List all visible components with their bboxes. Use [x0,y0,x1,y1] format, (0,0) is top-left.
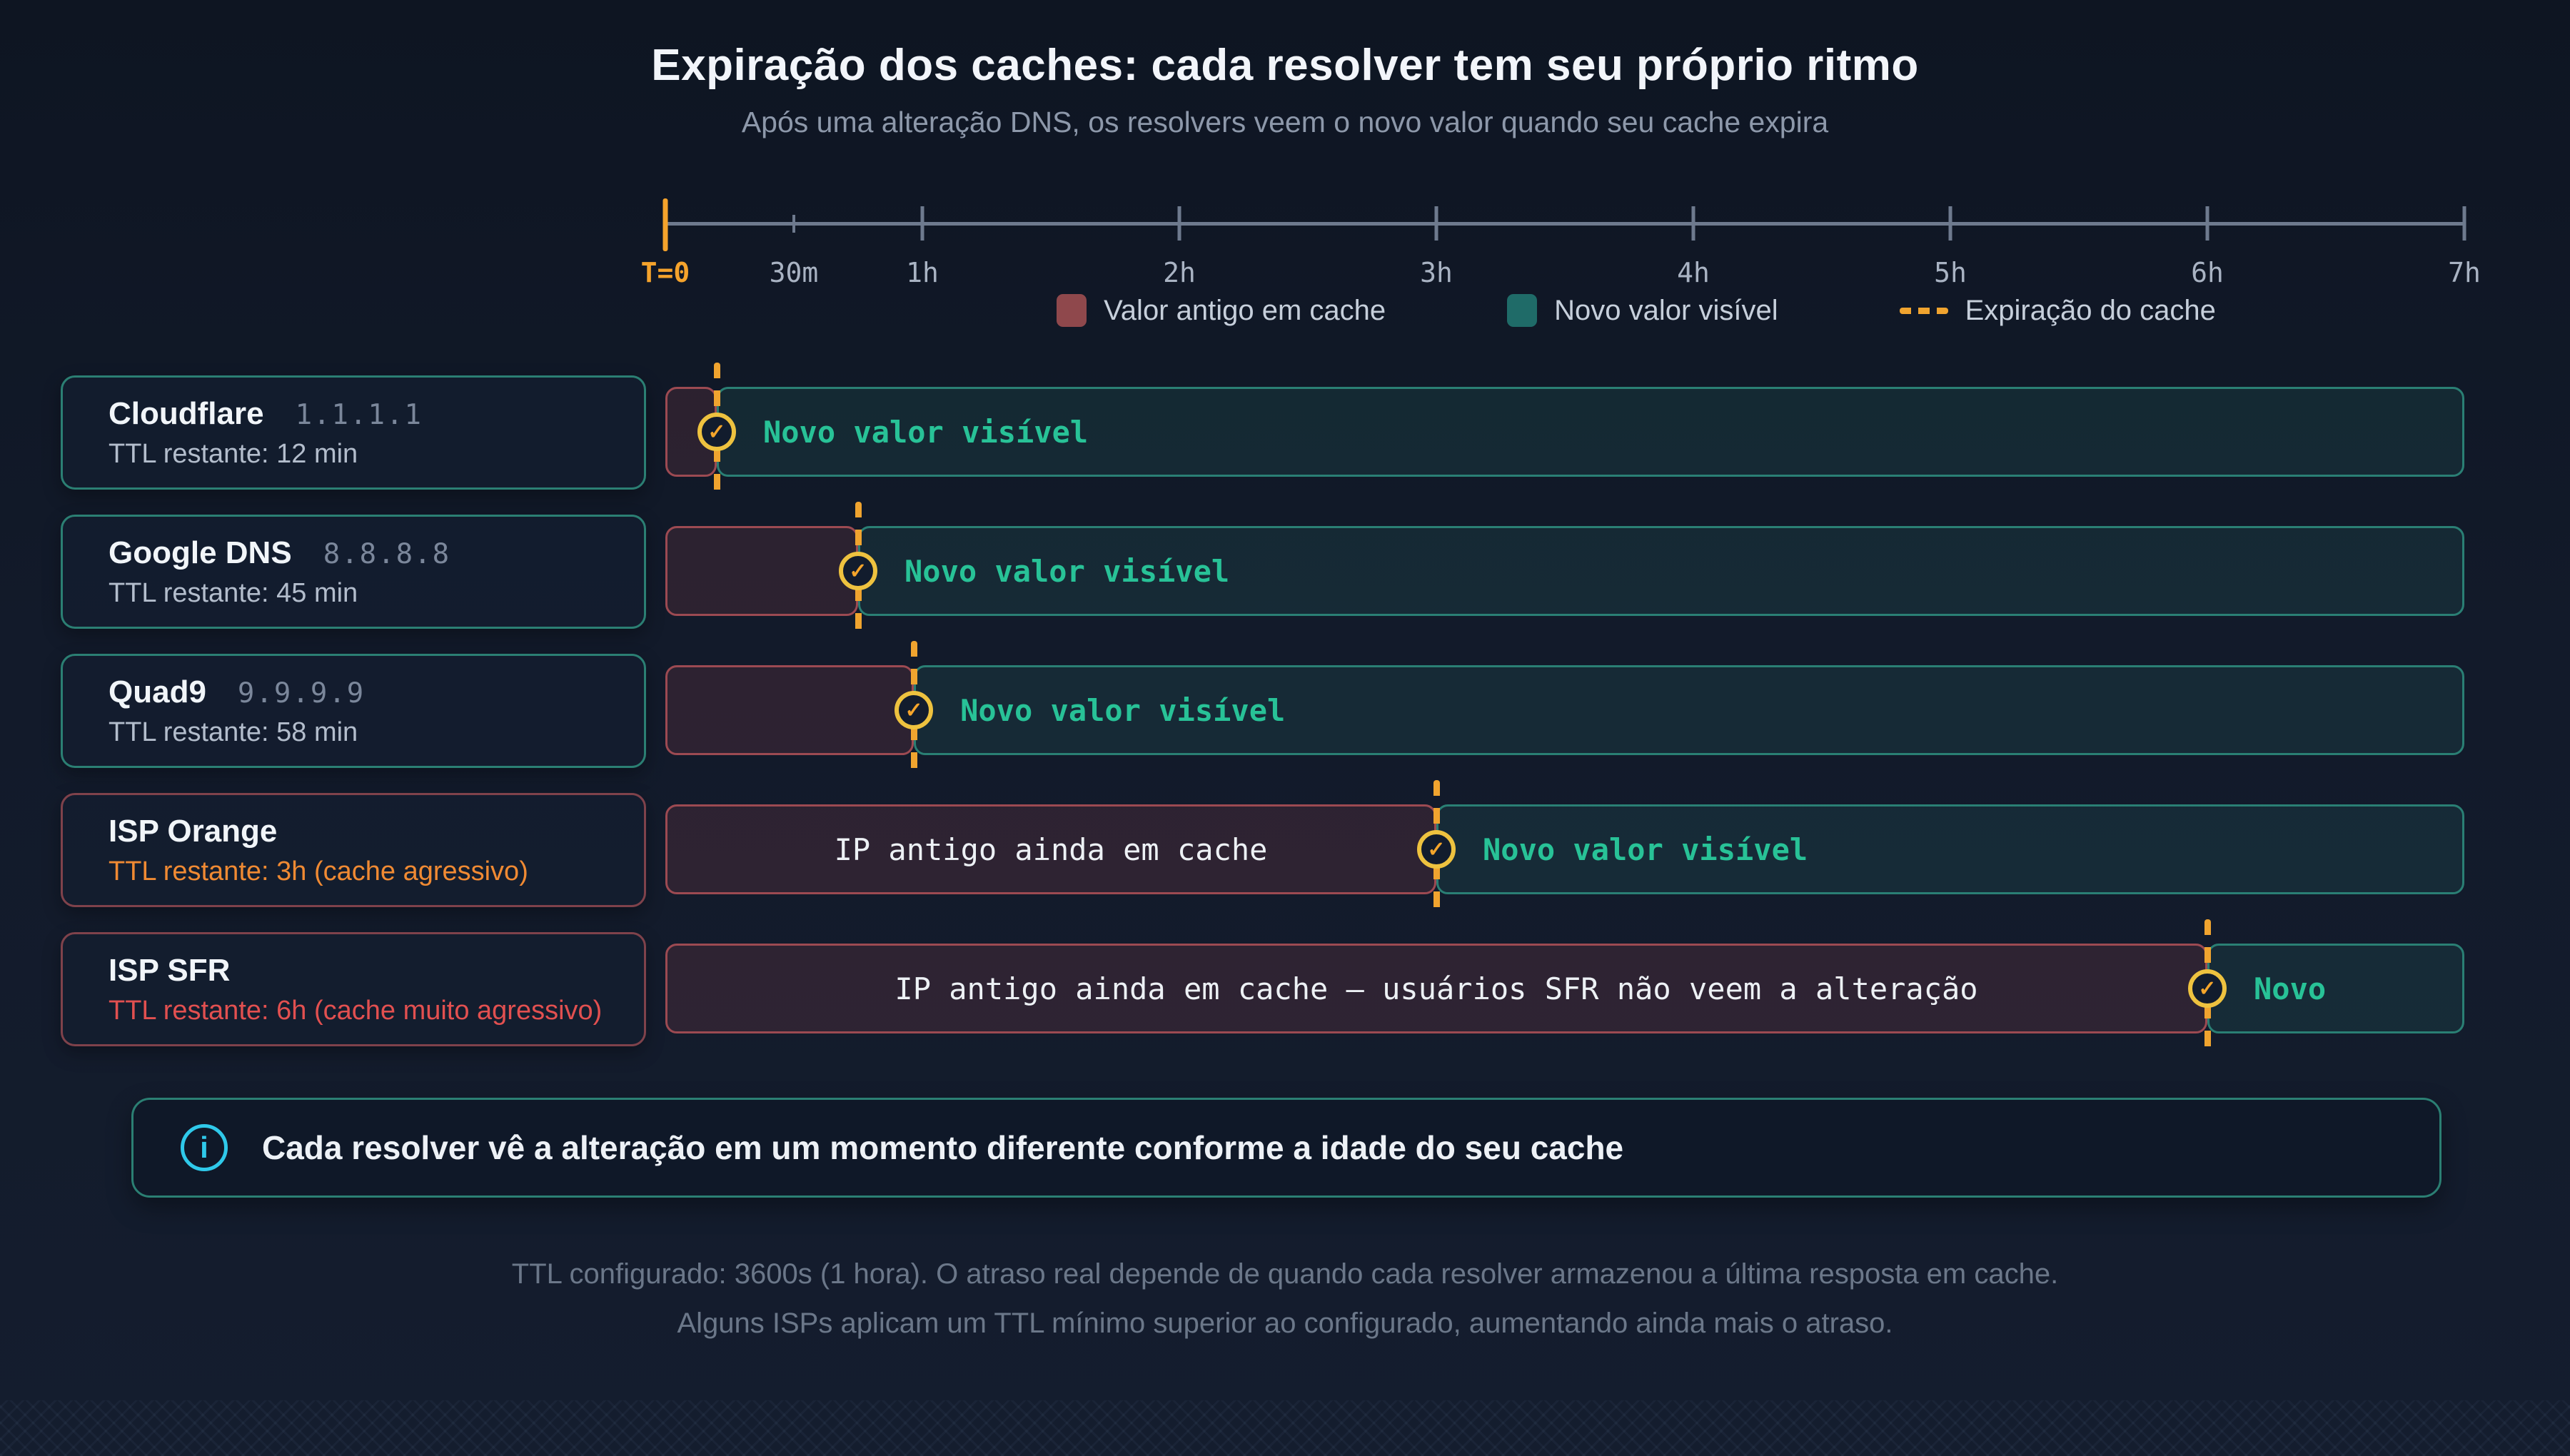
tick-mark [920,206,924,241]
resolver-name-row: Cloudflare 1.1.1.1 [109,396,644,432]
legend-label-expiration: Expiração do cache [1965,294,2216,326]
cache-expiration-check-icon: ✓ [895,691,934,729]
info-text: Cada resolver vê a alteração em um momen… [262,1129,1624,1166]
new-value-swatch [1507,294,1538,327]
timeline-axis: T=0 30m 1h 2h 3h 4h 5h 6h 7h [641,198,2481,294]
resolver-timeline-google-dns: Novo valor visível ✓ [665,502,2464,640]
tick-label: 30m [769,257,819,288]
tick-label: 7h [2448,257,2481,288]
cache-expiration-check-icon: ✓ [697,413,736,451]
resolver-timeline-isp-sfr: IP antigo ainda em cache — usuários SFR … [665,919,2464,1058]
tick-mark [2205,206,2209,241]
resolver-card-google-dns: Google DNS 8.8.8.8 TTL restante: 45 min [61,515,646,629]
tick-label: 4h [1677,257,1710,288]
new-value-label: Novo valor visível [960,692,1286,728]
page-title: Expiração dos caches: cada resolver tem … [651,41,1919,90]
new-value-segment: Novo [2207,944,2464,1033]
tick-label: 6h [2191,257,2224,288]
old-value-swatch [1057,294,1087,327]
new-value-label: Novo valor visível [904,553,1230,589]
resolver-name: Quad9 [109,674,206,709]
old-value-segment: IP antigo ainda em cache — usuários SFR … [665,944,2207,1033]
cache-expiration-check-icon: ✓ [1417,830,1456,869]
tick-mark [1434,206,1438,241]
resolver-name: ISP SFR [109,952,231,988]
legend-item-expiration: Expiração do cache [1899,294,2216,327]
resolver-name: ISP Orange [109,813,278,849]
tick-mark [1691,206,1695,241]
info-icon: i [181,1124,228,1171]
old-value-label: IP antigo ainda em cache [834,831,1268,867]
resolver-timeline-quad9: Novo valor visível ✓ [665,641,2464,779]
legend-label-old-value: Valor antigo em cache [1104,294,1386,326]
resolver-timeline-cloudflare: Novo valor visível ✓ [665,363,2464,501]
old-value-segment [665,665,914,755]
resolver-name-row: ISP Orange [109,814,644,849]
cache-expiration-check-icon: ✓ [2188,969,2227,1008]
resolver-card-isp-sfr: ISP SFR TTL restante: 6h (cache muito agr… [61,932,646,1046]
cache-expiration-check-icon: ✓ [839,552,877,590]
resolver-ttl: TTL restante: 3h (cache agressivo) [109,856,528,886]
new-value-label: Novo [2254,971,2327,1006]
legend-label-new-value: Novo valor visível [1554,294,1778,326]
tick-label: 2h [1163,257,1196,288]
resolver-ip: 1.1.1.1 [295,398,423,431]
resolver-ttl: TTL restante: 6h (cache muito agressivo) [109,995,603,1026]
new-value-segment: Novo valor visível [1436,804,2464,894]
tick-mark [1948,206,1952,241]
legend: Valor antigo em cache Novo valor visível… [737,294,2536,327]
new-value-segment: Novo valor visível [914,665,2464,755]
resolver-ttl: TTL restante: 12 min [109,438,358,469]
resolver-card-quad9: Quad9 9.9.9.9 TTL restante: 58 min [61,654,646,768]
tick-label: 1h [906,257,939,288]
tick-label: 3h [1420,257,1453,288]
resolver-name: Google DNS [109,535,292,570]
background-texture [0,1400,2570,1456]
resolver-card-cloudflare: Cloudflare 1.1.1.1 TTL restante: 12 min [61,375,646,490]
resolver-card-isp-orange: ISP Orange TTL restante: 3h (cache agress… [61,793,646,907]
resolver-name-row: ISP SFR [109,953,644,989]
tick-mark [1177,206,1181,241]
old-value-label: IP antigo ainda em cache — usuários SFR … [895,971,1978,1006]
resolver-ttl: TTL restante: 58 min [109,717,358,747]
resolver-name: Cloudflare [109,395,264,431]
new-value-segment: Novo valor visível [858,526,2464,616]
old-value-segment: IP antigo ainda em cache [665,804,1436,894]
tick-mark [662,198,668,251]
resolver-name-row: Google DNS 8.8.8.8 [109,535,644,571]
footer-note-1: TTL configurado: 3600s (1 hora). O atras… [511,1258,2059,1290]
tick-label: 5h [1934,257,1967,288]
new-value-label: Novo valor visível [1483,831,1808,867]
resolver-ip: 8.8.8.8 [323,537,451,570]
new-value-segment: Novo valor visível [716,387,2464,477]
resolver-timeline-isp-orange: IP antigo ainda em cache Novo valor visív… [665,780,2464,919]
info-box: i Cada resolver vê a alteração em um mom… [131,1098,2442,1198]
new-value-label: Novo valor visível [762,414,1089,450]
footer-note-2: Alguns ISPs aplicam um TTL mínimo superi… [677,1308,1893,1339]
legend-item-old-value: Valor antigo em cache [1057,294,1386,327]
resolver-ip: 9.9.9.9 [237,677,366,709]
page-subtitle: Após uma alteração DNS, os resolvers vee… [741,106,1829,138]
old-value-segment [665,526,858,616]
resolver-ttl: TTL restante: 45 min [109,577,358,608]
tick-label: T=0 [640,257,690,288]
tick-mark [792,215,795,233]
expiration-dash-icon [1899,307,1948,314]
legend-item-new-value: Novo valor visível [1507,294,1778,327]
axis-line [665,222,2464,226]
resolver-name-row: Quad9 9.9.9.9 [109,674,644,710]
tick-mark [2462,206,2466,241]
